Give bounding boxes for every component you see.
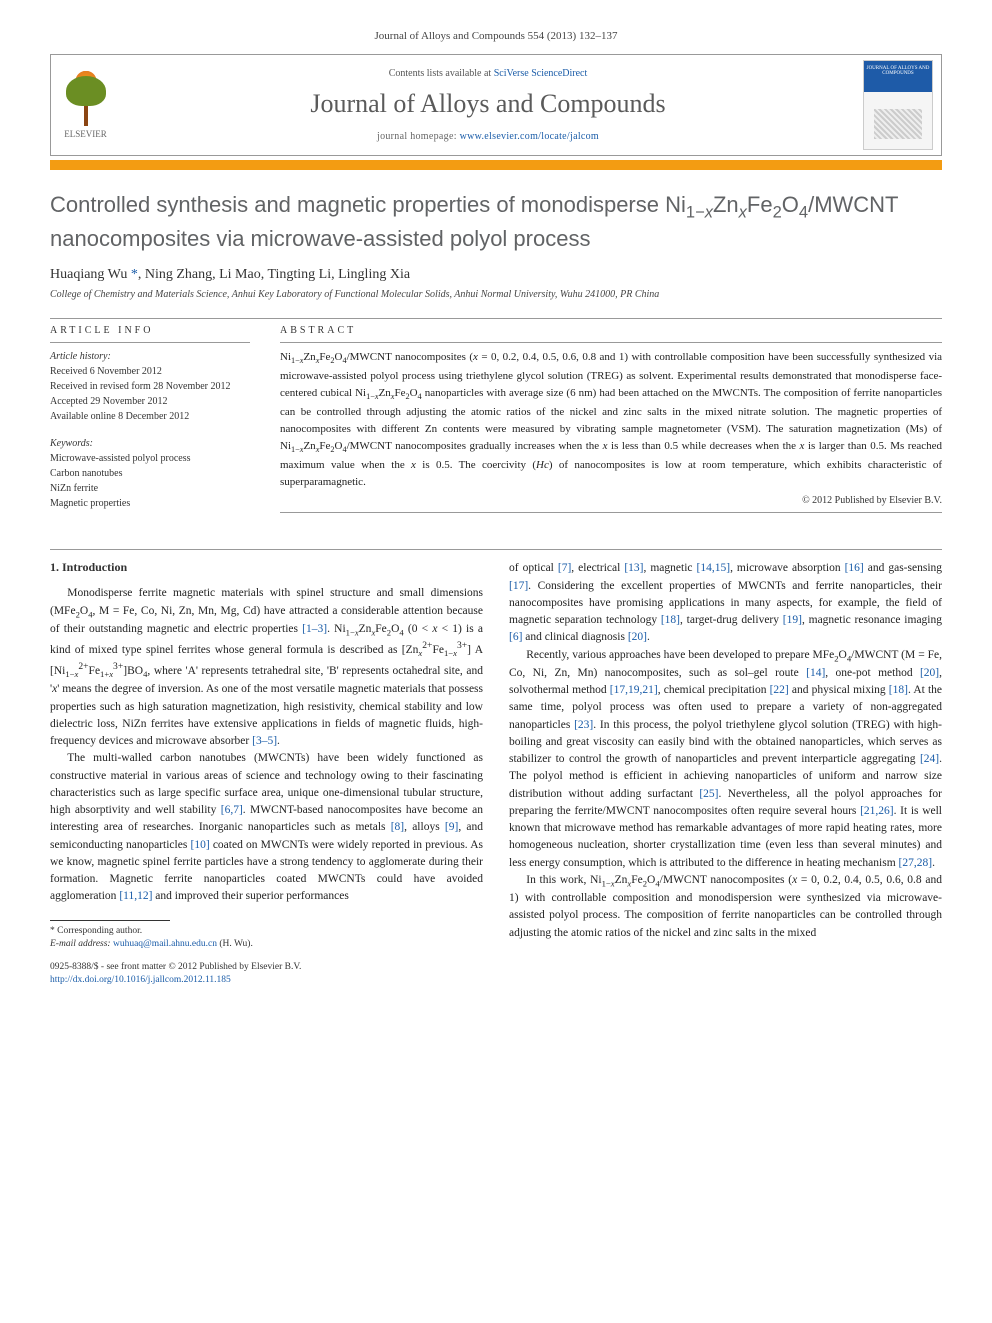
doi-link[interactable]: http://dx.doi.org/10.1016/j.jallcom.2012… xyxy=(50,975,231,985)
body-text-right: of optical [7], electrical [13], magneti… xyxy=(509,560,942,941)
email-link[interactable]: wuhuaq@mail.ahnu.edu.cn xyxy=(113,939,217,949)
email-suffix: (H. Wu). xyxy=(219,939,252,949)
online-date: Available online 8 December 2012 xyxy=(50,409,250,424)
body-two-columns: 1. Introduction Monodisperse ferrite mag… xyxy=(50,560,942,987)
contents-available-line: Contents lists available at SciVerse Sci… xyxy=(121,68,855,79)
journal-reference: Journal of Alloys and Compounds 554 (201… xyxy=(50,30,942,42)
body-text-left: Monodisperse ferrite magnetic materials … xyxy=(50,585,483,905)
right-column: of optical [7], electrical [13], magneti… xyxy=(509,560,942,987)
footnote-divider xyxy=(50,920,170,921)
divider xyxy=(280,342,942,343)
divider xyxy=(50,549,942,550)
keyword: Carbon nanotubes xyxy=(50,466,250,481)
elsevier-tree-icon xyxy=(61,71,111,126)
keyword: Microwave-assisted polyol process xyxy=(50,451,250,466)
abstract-text: Ni1−xZnxFe2O4/MWCNT nanocomposites (x = … xyxy=(280,349,942,491)
journal-homepage-line: journal homepage: www.elsevier.com/locat… xyxy=(121,131,855,142)
keywords-label: Keywords: xyxy=(50,436,250,451)
issn-line: 0925-8388/$ - see front matter © 2012 Pu… xyxy=(50,961,483,974)
journal-title: Journal of Alloys and Compounds xyxy=(121,89,855,119)
received-date: Received 6 November 2012 xyxy=(50,364,250,379)
divider xyxy=(50,318,942,319)
article-info-label: ARTICLE INFO xyxy=(50,325,250,336)
email-label: E-mail address: xyxy=(50,939,111,949)
article-title: Controlled synthesis and magnetic proper… xyxy=(50,190,942,253)
abstract-label: ABSTRACT xyxy=(280,325,942,336)
accepted-date: Accepted 29 November 2012 xyxy=(50,394,250,409)
contents-prefix: Contents lists available at xyxy=(389,68,494,79)
elsevier-logo: ELSEVIER xyxy=(51,63,121,148)
article-info-column: ARTICLE INFO Article history: Received 6… xyxy=(50,325,250,519)
accent-bar xyxy=(50,160,942,170)
keyword: NiZn ferrite xyxy=(50,481,250,496)
affiliation: College of Chemistry and Materials Scien… xyxy=(50,289,942,300)
elsevier-label: ELSEVIER xyxy=(64,129,107,139)
abstract-copyright: © 2012 Published by Elsevier B.V. xyxy=(280,495,942,506)
sciencedirect-link[interactable]: SciVerse ScienceDirect xyxy=(494,68,588,79)
revised-date: Received in revised form 28 November 201… xyxy=(50,379,250,394)
corresponding-author: * Corresponding author. xyxy=(50,925,483,938)
journal-header-box: ELSEVIER Contents lists available at Sci… xyxy=(50,54,942,156)
authors-list: Huaqiang Wu *, Ning Zhang, Li Mao, Tingt… xyxy=(50,267,942,283)
homepage-prefix: journal homepage: xyxy=(377,131,460,142)
section-heading: 1. Introduction xyxy=(50,560,483,575)
left-column: 1. Introduction Monodisperse ferrite mag… xyxy=(50,560,483,987)
divider xyxy=(50,342,250,343)
journal-cover-thumbnail: JOURNAL OF ALLOYS AND COMPOUNDS xyxy=(863,60,933,150)
divider xyxy=(280,512,942,513)
abstract-column: ABSTRACT Ni1−xZnxFe2O4/MWCNT nanocomposi… xyxy=(280,325,942,519)
header-center: Contents lists available at SciVerse Sci… xyxy=(121,60,855,150)
email-line: E-mail address: wuhuaq@mail.ahnu.edu.cn … xyxy=(50,938,483,951)
keyword: Magnetic properties xyxy=(50,496,250,511)
homepage-link[interactable]: www.elsevier.com/locate/jalcom xyxy=(460,131,599,142)
history-label: Article history: xyxy=(50,349,250,364)
